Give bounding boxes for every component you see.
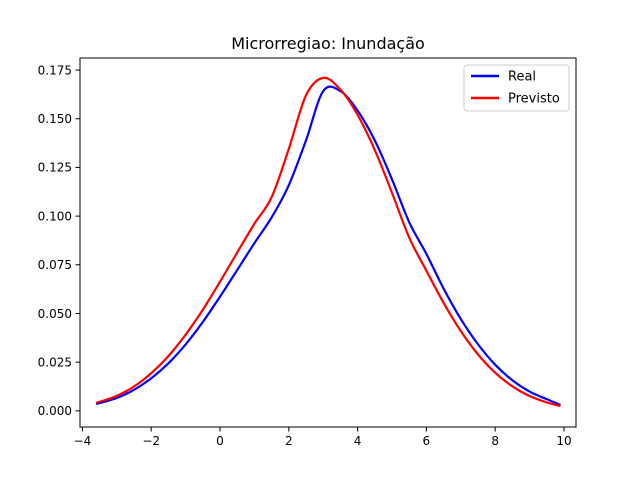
x-tick-label: 6 [423, 434, 431, 448]
y-tick-label: 0.050 [38, 307, 72, 321]
series-line-previsto [95, 76, 561, 408]
y-tick-label: 0.075 [38, 258, 72, 272]
y-tick-label: 0.150 [38, 112, 72, 126]
plot-background [80, 58, 576, 427]
x-axis: −4 −2 0 2 4 6 8 10 [74, 427, 572, 448]
x-tick-label: 4 [354, 434, 362, 448]
series-layer [95, 76, 561, 408]
axes-frame [79, 57, 577, 428]
x-tick-label: −4 [74, 434, 92, 448]
y-axis: 0.000 0.025 0.050 0.075 0.100 0.125 0.150 0.175 [38, 63, 80, 418]
x-tick-label: −2 [142, 434, 160, 448]
x-tick-label: 10 [556, 434, 571, 448]
y-tick-label: 0.000 [38, 404, 72, 418]
legend: Real Previsto [463, 64, 570, 112]
legend-label-previsto: Previsto [508, 92, 560, 107]
series-line-real [95, 85, 561, 407]
x-tick-label: 8 [491, 434, 499, 448]
x-tick-label: 0 [216, 434, 224, 448]
y-tick-label: 0.100 [38, 209, 72, 223]
legend-label-real: Real [508, 70, 536, 85]
chart-title: Microrregiao: Inundação [231, 34, 425, 53]
y-tick-label: 0.125 [38, 161, 72, 175]
x-tick-label: 2 [285, 434, 293, 448]
plot-area [80, 58, 576, 427]
y-tick-label: 0.025 [38, 355, 72, 369]
y-tick-label: 0.175 [38, 63, 72, 77]
